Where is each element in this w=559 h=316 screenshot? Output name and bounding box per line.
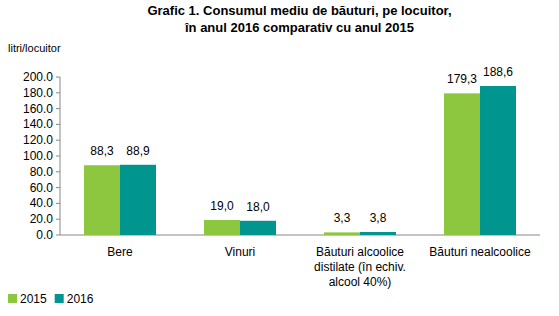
bar [480,86,516,235]
y-tick-label: 20.0 [30,212,54,226]
bar [360,232,396,235]
y-tick [56,140,60,141]
y-tick-label: 160.0 [23,102,53,116]
y-tick [56,219,60,220]
chart: Grafic 1. Consumul mediu de băuturi, pe … [0,0,559,316]
subtitle: în anul 2016 comparativ cu anul 2015 [184,20,414,35]
legend-swatch [55,294,64,303]
bar [204,220,240,235]
y-tick [56,203,60,204]
y-tick [56,171,60,172]
title: Grafic 1. Consumul mediu de băuturi, pe … [147,3,451,18]
bar [84,165,120,235]
y-tick-label: 100.0 [23,149,53,163]
data-label: 19,0 [210,199,234,213]
x-tick-label: Bere [107,245,133,259]
legend-swatch [8,294,17,303]
bar [444,93,480,235]
y-tick-label: 200.0 [23,70,53,84]
x-tick-label-line: Băuturi nealcoolice [429,245,531,259]
y-tick [56,235,60,236]
legend-label: 2016 [67,292,94,306]
y-axis-label: litri/locuitor [8,42,61,54]
x-tick-label-line: Bere [107,245,133,259]
data-label: 179,3 [447,72,477,86]
bar [120,165,156,235]
y-tick [56,124,60,125]
y-tick [56,156,60,157]
y-tick-label: 180.0 [23,86,53,100]
x-tick-label-line: alcool 40%) [329,275,392,289]
y-tick [56,92,60,93]
x-tick-label: Vinuri [225,245,255,259]
y-tick-label: 140.0 [23,117,53,131]
y-tick [56,77,60,78]
x-tick-label-line: Vinuri [225,245,255,259]
legend-label: 2015 [20,292,47,306]
data-label: 3,8 [370,211,387,225]
y-tick-label: 120.0 [23,133,53,147]
data-label: 88,3 [90,144,114,158]
y-axis [60,77,61,235]
data-label: 188,6 [483,65,513,79]
data-label: 88,9 [126,144,150,158]
y-tick-label: 40.0 [30,196,54,210]
bar [240,221,276,235]
y-tick [56,187,60,188]
y-tick-label: 0.0 [36,228,53,242]
y-tick [56,108,60,109]
x-tick-label: Băuturi alcoolicedistilate (în echiv.alc… [314,245,406,289]
bar [324,232,360,235]
data-label: 3,3 [334,211,351,225]
data-label: 18,0 [246,200,270,214]
y-tick-label: 80.0 [30,165,54,179]
x-tick-label: Băuturi nealcoolice [429,245,531,259]
x-tick-label-line: distilate (în echiv. [314,260,406,274]
bars [84,86,516,235]
x-tick-label-line: Băuturi alcoolice [316,245,404,259]
y-tick-label: 60.0 [30,181,54,195]
